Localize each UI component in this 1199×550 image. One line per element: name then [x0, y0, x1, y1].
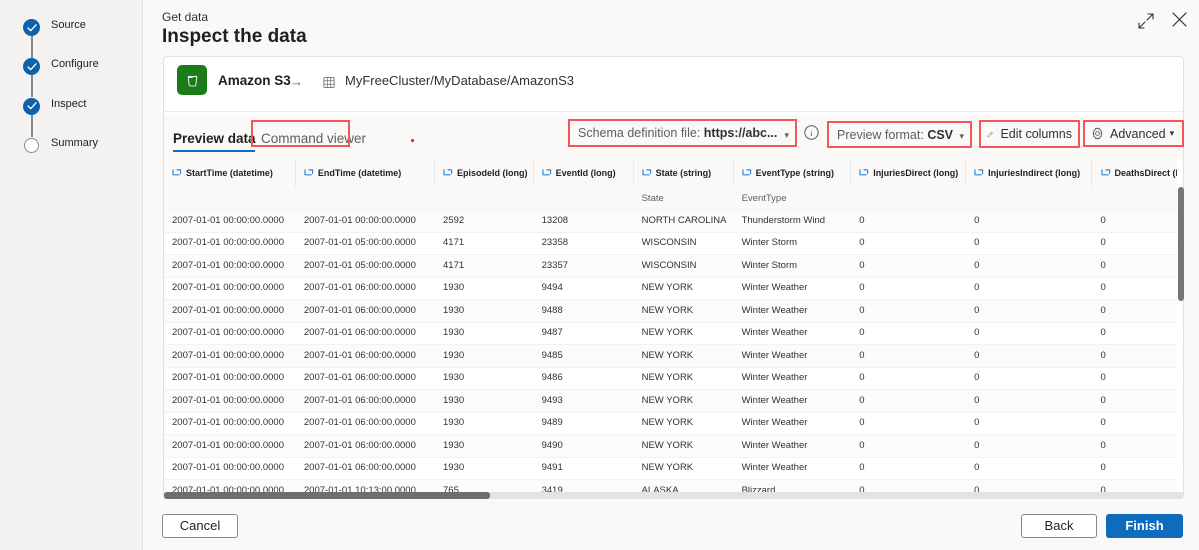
svg-text:i: i: [810, 128, 813, 138]
